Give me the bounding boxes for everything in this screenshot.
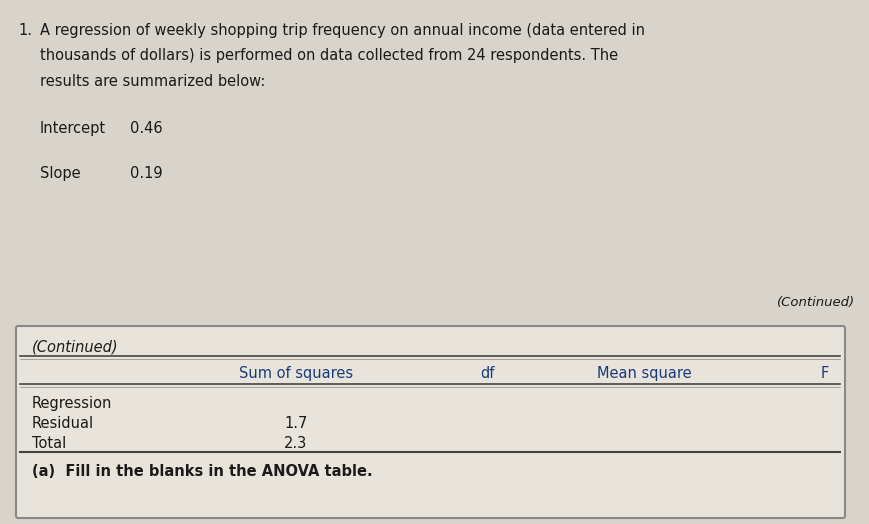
Text: F: F bbox=[820, 366, 828, 381]
Text: A regression of weekly shopping trip frequency on annual income (data entered in: A regression of weekly shopping trip fre… bbox=[40, 23, 644, 38]
Text: Sum of squares: Sum of squares bbox=[239, 366, 353, 381]
Text: Intercept: Intercept bbox=[40, 121, 106, 136]
Text: Mean square: Mean square bbox=[596, 366, 691, 381]
Text: 2.3: 2.3 bbox=[284, 436, 308, 451]
Text: 1.: 1. bbox=[18, 23, 32, 38]
Text: Slope: Slope bbox=[40, 166, 81, 181]
Text: Residual: Residual bbox=[32, 416, 94, 431]
Text: results are summarized below:: results are summarized below: bbox=[40, 74, 265, 89]
Text: df: df bbox=[480, 366, 494, 381]
Text: thousands of dollars) is performed on data collected from 24 respondents. The: thousands of dollars) is performed on da… bbox=[40, 48, 617, 63]
Text: (Continued): (Continued) bbox=[32, 339, 118, 354]
Text: 0.19: 0.19 bbox=[129, 166, 163, 181]
Text: 0.46: 0.46 bbox=[129, 121, 163, 136]
Text: Total: Total bbox=[32, 436, 66, 451]
Text: Regression: Regression bbox=[32, 396, 112, 411]
Text: (Continued): (Continued) bbox=[776, 297, 854, 310]
Text: 1.7: 1.7 bbox=[284, 416, 308, 431]
Text: (a)  Fill in the blanks in the ANOVA table.: (a) Fill in the blanks in the ANOVA tabl… bbox=[32, 464, 372, 479]
FancyBboxPatch shape bbox=[16, 326, 844, 518]
